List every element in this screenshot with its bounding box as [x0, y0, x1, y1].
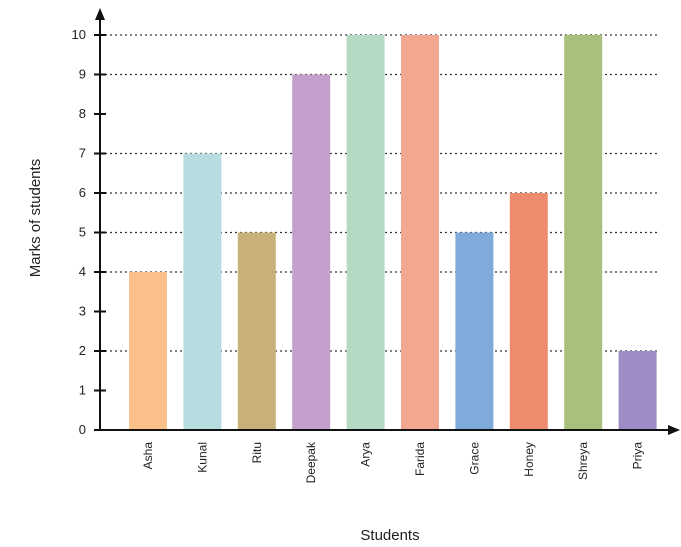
x-tick-label: Arya	[359, 442, 373, 467]
y-tick-label: 10	[72, 27, 86, 42]
y-tick-label: 1	[79, 383, 86, 398]
y-axis-arrow	[95, 8, 105, 20]
bar-deepak	[292, 74, 331, 430]
bar-farida	[401, 35, 439, 430]
x-axis-title: Students	[360, 527, 419, 544]
bar-shreya	[564, 35, 603, 430]
x-axis-arrow	[668, 425, 680, 435]
y-tick-label: 4	[79, 264, 86, 279]
x-tick-label: Kunal	[195, 442, 209, 473]
x-tick-label: Asha	[141, 442, 155, 470]
bar-asha	[129, 272, 167, 430]
x-tick-label: Grace	[467, 442, 481, 475]
x-tick-label: Ritu	[250, 442, 264, 463]
y-tick-label: 8	[79, 106, 86, 121]
bar-grace	[455, 232, 494, 430]
y-tick-label: 5	[79, 225, 86, 240]
x-tick-label: Shreya	[576, 442, 590, 480]
bar-priya	[618, 351, 657, 430]
y-tick-label: 9	[79, 67, 86, 82]
bar-honey	[509, 193, 548, 430]
y-axis-title: Marks of students	[27, 159, 44, 277]
x-tick-label: Farida	[413, 442, 427, 476]
y-tick-label: 2	[79, 343, 86, 358]
x-tick-label: Honey	[522, 442, 536, 477]
y-ticks: 0 1 2 3 4 5 6 7 8 9 10	[72, 27, 106, 437]
bar-ritu	[237, 232, 276, 430]
bar-arya	[346, 35, 385, 430]
y-tick-label: 6	[79, 185, 86, 200]
axes	[95, 8, 680, 435]
bars	[129, 35, 657, 430]
y-tick-label: 7	[79, 146, 86, 161]
x-tick-label: Priya	[631, 442, 645, 470]
bar-kunal	[183, 153, 222, 430]
y-tick-label: 0	[79, 422, 86, 437]
y-tick-label: 3	[79, 304, 86, 319]
x-tick-label: Deepak	[304, 441, 318, 483]
x-tick-labels: Asha Kunal Ritu Deepak Arya Farida Grace Honey S…	[141, 441, 645, 483]
